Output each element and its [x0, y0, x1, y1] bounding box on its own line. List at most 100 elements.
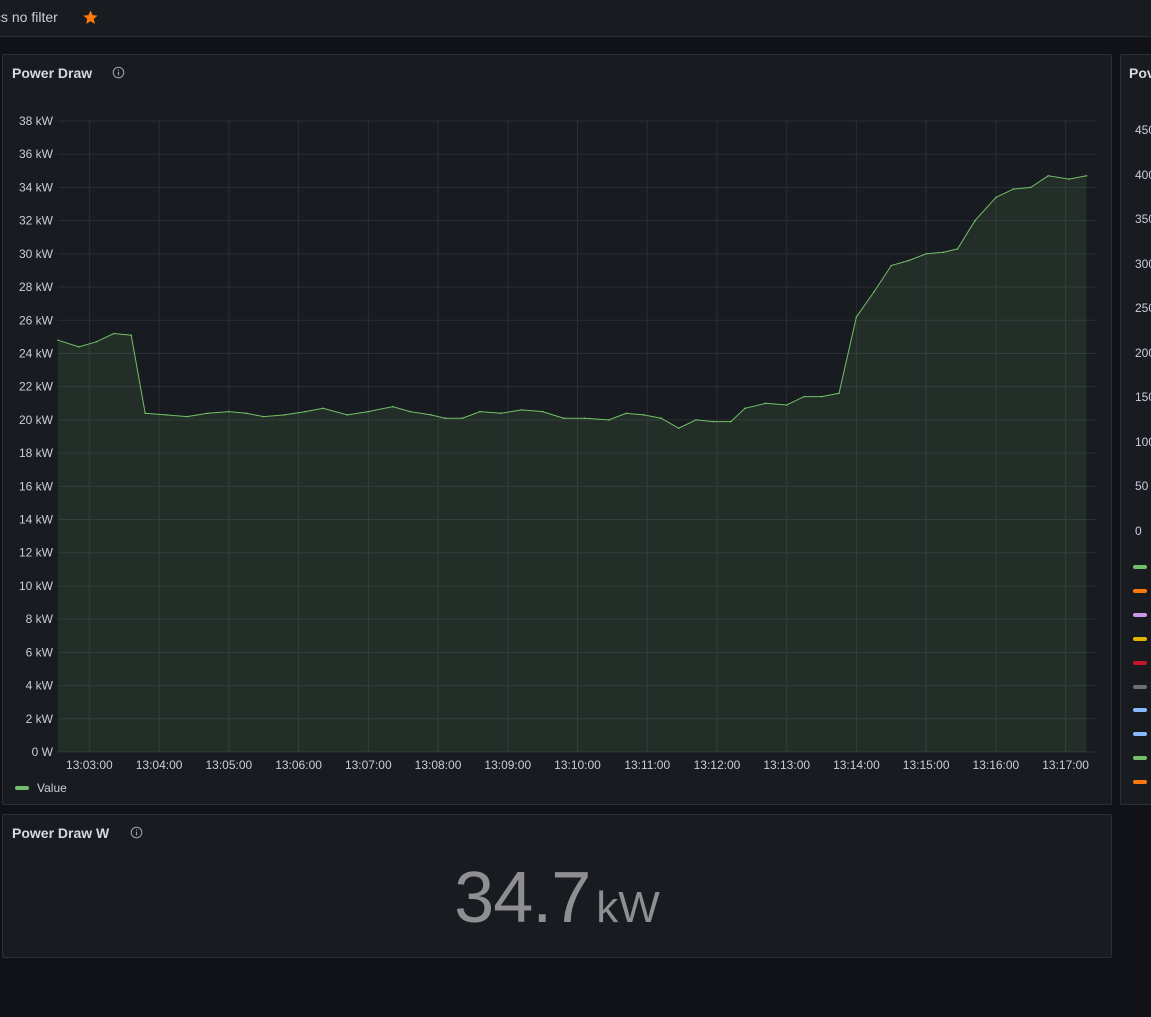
data-point — [304, 410, 307, 413]
data-point — [1012, 188, 1015, 190]
data-point — [583, 417, 586, 420]
legend-swatch[interactable] — [1133, 708, 1147, 713]
series-area — [58, 175, 1087, 753]
data-point — [855, 316, 858, 318]
y-tick-label: 16 kW — [19, 479, 54, 493]
x-tick-label: 13:16:00 — [973, 758, 1020, 772]
y-tick-label: 26 kW — [19, 313, 54, 327]
data-point — [322, 407, 324, 410]
x-tick-label: 13:12:00 — [694, 758, 741, 772]
y-tick-label: 30 kW — [19, 247, 54, 261]
data-point — [95, 341, 98, 343]
y-tick-label: 38 kW — [19, 114, 54, 128]
data-point — [430, 414, 432, 416]
y-tick-label: 150 — [1135, 390, 1151, 404]
panel-title[interactable]: Power Draw W — [12, 825, 110, 841]
y-tick-label: 100 — [1135, 434, 1151, 449]
data-point — [130, 334, 132, 337]
legend-swatch[interactable] — [1133, 636, 1147, 641]
data-point — [1047, 175, 1049, 177]
y-tick-label: 6 kW — [26, 645, 54, 659]
y-tick-label: 50 — [1135, 479, 1149, 493]
data-point — [660, 417, 662, 420]
data-point — [608, 419, 610, 421]
legend-swatch[interactable] — [1133, 780, 1147, 785]
x-tick-label: 13:14:00 — [833, 758, 880, 772]
y-tick-label: 32 kW — [19, 214, 54, 228]
legend-swatch[interactable] — [1133, 756, 1147, 761]
data-point — [562, 417, 565, 420]
power-draw-w-panel: Power Draw W 34.7 kW — [2, 814, 1112, 958]
data-point — [744, 407, 746, 410]
x-tick-label: 13:05:00 — [205, 758, 252, 772]
data-point — [479, 410, 481, 413]
data-point — [520, 409, 523, 411]
data-point — [695, 419, 697, 421]
x-tick-label: 13:11:00 — [624, 758, 670, 772]
data-point — [262, 415, 265, 418]
data-point — [995, 196, 997, 199]
x-tick-label: 13:06:00 — [275, 758, 322, 772]
data-point — [113, 332, 115, 335]
data-point — [283, 414, 286, 416]
data-point — [1068, 178, 1070, 180]
data-point — [956, 248, 959, 250]
legend-swatch[interactable] — [1133, 588, 1147, 593]
stat-number: 34.7 — [454, 858, 591, 938]
star-icon[interactable] — [82, 9, 99, 26]
x-tick-label: 13:17:00 — [1042, 758, 1089, 772]
x-tick-label: 13:08:00 — [415, 758, 462, 772]
data-point — [245, 412, 248, 415]
y-tick-label: 0 W — [32, 745, 54, 759]
data-point — [820, 395, 823, 398]
y-tick-label: 2 kW — [26, 712, 54, 726]
data-point — [165, 414, 167, 416]
panel-title[interactable]: Power Draw — [12, 65, 93, 81]
right-panel: Pov 450 400 350 300 250 200 150 100 50 0 — [1120, 54, 1151, 805]
y-tick-label: 24 kW — [19, 346, 54, 360]
data-point — [78, 346, 80, 348]
legend-label: Value — [37, 781, 67, 795]
legend-swatch[interactable] — [1133, 684, 1147, 689]
y-tick-label: 250 — [1135, 301, 1151, 315]
series-line — [57, 175, 1087, 429]
legend-swatch[interactable] — [1133, 612, 1147, 617]
data-point — [642, 414, 645, 416]
y-tick-label: 350 — [1135, 212, 1151, 226]
dashboard-header: cs no filter — [0, 0, 1151, 37]
data-point — [625, 412, 628, 415]
legend-swatch[interactable] — [1133, 732, 1147, 737]
data-point — [1030, 186, 1032, 189]
chart-legend[interactable]: Value — [15, 781, 67, 795]
data-point — [409, 410, 411, 413]
data-point — [1085, 175, 1088, 177]
data-point — [346, 414, 349, 416]
x-tick-label: 13:10:00 — [554, 758, 601, 772]
panel-title[interactable]: Pov — [1129, 65, 1151, 81]
info-icon[interactable] — [130, 826, 143, 839]
y-tick-label: 18 kW — [19, 446, 54, 460]
data-point — [541, 410, 544, 413]
y-tick-label: 22 kW — [19, 380, 54, 394]
data-point — [677, 427, 680, 430]
data-point — [838, 392, 840, 395]
x-tick-label: 13:03:00 — [66, 758, 113, 772]
data-point — [207, 412, 209, 415]
x-tick-label: 13:04:00 — [136, 758, 183, 772]
x-tick-label: 13:13:00 — [763, 758, 810, 772]
power-draw-chart: 0 W 2 kW 4 kW 6 kW 8 kW 10 kW 12 kW 14 kW 16 kW 1… — [19, 114, 1097, 772]
x-tick-label: 13:09:00 — [484, 758, 531, 772]
data-point — [974, 219, 976, 222]
y-tick-label: 300 — [1135, 256, 1151, 271]
legend-swatch[interactable] — [1133, 565, 1147, 569]
info-icon[interactable] — [112, 66, 125, 79]
y-tick-label: 8 kW — [26, 612, 54, 626]
legend-swatch[interactable] — [1133, 660, 1147, 665]
y-tick-label: 200 — [1135, 345, 1151, 360]
dashboard-title[interactable]: cs no filter — [0, 9, 58, 25]
data-point — [144, 412, 146, 415]
data-point — [367, 410, 370, 413]
data-point — [907, 259, 910, 262]
data-point — [391, 405, 394, 408]
data-point — [785, 404, 788, 406]
